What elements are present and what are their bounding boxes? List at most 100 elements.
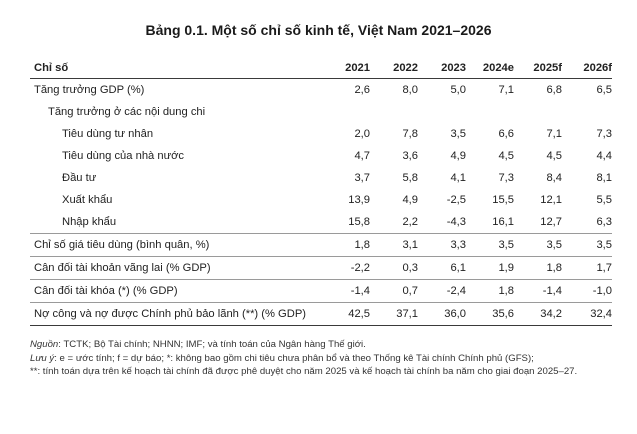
table-row: Chỉ số giá tiêu dùng (bình quân, %) 1,8 3,…	[30, 233, 612, 257]
cell-value: 5,5	[596, 194, 612, 206]
cell-value: 15,5	[492, 194, 514, 206]
cell-value: 0,7	[402, 285, 418, 297]
cell-value: 3,3	[450, 239, 466, 251]
note-text: : e = ước tính; f = dự báo; *: không bao…	[54, 352, 534, 364]
legend-note-2: **: tính toán dựa trên kế hoạch tài chín…	[30, 366, 578, 378]
economic-indicators-table: Chỉ số 2021 2022 2023 2024e 2025f 2026f …	[30, 58, 612, 326]
cell-value: 3,1	[402, 239, 418, 251]
cell-value	[418, 101, 466, 123]
table-row: Tăng trưởng ở các nội dung chi	[30, 101, 612, 123]
cell-value	[514, 101, 562, 123]
cell-value: 1,9	[498, 262, 514, 274]
table-row: Đầu tư 3,7 5,8 4,1 7,3 8,4 8,1	[30, 167, 612, 189]
row-label: Tăng trưởng ở các nội dung chi	[48, 106, 206, 118]
row-label: Tiêu dùng tư nhân	[62, 128, 154, 140]
row-label: Cân đối tài khoản vãng lai (% GDP)	[34, 262, 211, 274]
cell-value: 4,1	[450, 172, 466, 184]
table-row: Tiêu dùng của nhà nước 4,7 3,6 4,9 4,5 4,5 4,4	[30, 145, 612, 167]
row-label: Tiêu dùng của nhà nước	[62, 150, 185, 162]
cell-value: 8,0	[402, 84, 418, 96]
cell-value: 16,1	[492, 216, 514, 228]
cell-value: 5,0	[450, 84, 466, 96]
cell-value: 32,4	[590, 308, 612, 320]
legend-note: Lưu ý: e = ước tính; f = dự báo; *: khôn…	[30, 352, 615, 366]
row-label: Tăng trưởng GDP (%)	[34, 84, 145, 96]
row-label: Chỉ số giá tiêu dùng (bình quân, %)	[34, 239, 210, 251]
table-row: Cân đối tài khóa (*) (% GDP) -1,4 0,7 -2,4 1…	[30, 279, 612, 303]
table-row: Tiêu dùng tư nhân 2,0 7,8 3,5 6,6 7,1 7,3	[30, 123, 612, 145]
header-indicator: Chỉ số	[34, 62, 69, 74]
cell-value: 37,1	[396, 308, 418, 320]
cell-value	[370, 101, 418, 123]
cell-value: 6,1	[450, 262, 466, 274]
cell-value: 7,1	[546, 128, 562, 140]
table-row: Nợ công và nợ được Chính phủ bảo lãnh (*…	[30, 302, 612, 326]
cell-value: 6,3	[596, 216, 612, 228]
cell-value: -1,4	[350, 285, 370, 297]
table-row: Nhập khẩu 15,8 2,2 -4,3 16,1 12,7 6,3	[30, 211, 612, 234]
cell-value: -1,4	[542, 285, 562, 297]
cell-value: 2,6	[354, 84, 370, 96]
cell-value: 36,0	[444, 308, 466, 320]
cell-value: 4,5	[498, 150, 514, 162]
row-label: Nhập khẩu	[62, 216, 117, 228]
cell-value: 0,3	[402, 262, 418, 274]
cell-value	[322, 101, 370, 123]
table-row: Xuất khẩu 13,9 4,9 -2,5 15,5 12,1 5,5	[30, 189, 612, 211]
cell-value: 35,6	[492, 308, 514, 320]
footnotes: Nguồn: TCTK; Bộ Tài chính; NHNN; IMF; và…	[30, 338, 615, 379]
source-text: : TCTK; Bộ Tài chính; NHNN; IMF; và tính…	[58, 339, 366, 350]
cell-value: 1,7	[596, 262, 612, 274]
cell-value: 4,4	[596, 150, 612, 162]
cell-value: 12,1	[540, 194, 562, 206]
cell-value: 15,8	[348, 216, 370, 228]
row-label: Nợ công và nợ được Chính phủ bảo lãnh (*…	[34, 308, 307, 320]
note-label: Lưu ý	[30, 352, 55, 364]
cell-value: 7,3	[498, 172, 514, 184]
cell-value: 3,6	[402, 150, 418, 162]
cell-value: 13,9	[348, 194, 370, 206]
source-label: Nguồn	[30, 339, 59, 350]
cell-value: -2,4	[446, 285, 466, 297]
header-row: Chỉ số 2021 2022 2023 2024e 2025f 2026f	[30, 58, 612, 79]
table-title: Bảng 0.1. Một số chỉ số kinh tế, Việt Na…	[145, 22, 492, 38]
cell-value: -4,3	[446, 216, 466, 228]
row-label: Đầu tư	[62, 172, 97, 184]
header-2023: 2023	[441, 62, 466, 74]
cell-value: 6,8	[546, 84, 562, 96]
cell-value: 4,9	[450, 150, 466, 162]
table-row: Cân đối tài khoản vãng lai (% GDP) -2,2 0,…	[30, 256, 612, 280]
header-2022: 2022	[393, 62, 418, 74]
source-note: Nguồn: TCTK; Bộ Tài chính; NHNN; IMF; và…	[30, 338, 615, 352]
cell-value: 2,0	[354, 128, 370, 140]
cell-value: 3,5	[498, 239, 514, 251]
cell-value: 1,8	[354, 239, 370, 251]
cell-value: 3,5	[546, 239, 562, 251]
cell-value: 3,7	[354, 172, 370, 184]
cell-value	[466, 101, 514, 123]
cell-value: 4,7	[354, 150, 370, 162]
table-row: Tăng trưởng GDP (%) 2,6 8,0 5,0 7,1 6,8 6,5	[30, 79, 612, 102]
cell-value: 6,5	[596, 84, 612, 96]
cell-value: -2,2	[350, 262, 370, 274]
header-2026f: 2026f	[583, 62, 612, 74]
cell-value: 12,7	[540, 216, 562, 228]
cell-value: 5,8	[402, 172, 418, 184]
cell-value: 3,5	[596, 239, 612, 251]
row-label: Xuất khẩu	[62, 194, 113, 206]
cell-value: 7,8	[402, 128, 418, 140]
cell-value: -2,5	[446, 194, 466, 206]
row-label: Cân đối tài khóa (*) (% GDP)	[34, 285, 178, 297]
cell-value: 6,6	[498, 128, 514, 140]
cell-value: 4,5	[546, 150, 562, 162]
header-2025f: 2025f	[533, 62, 562, 74]
cell-value: 4,9	[402, 194, 418, 206]
cell-value: 8,4	[546, 172, 562, 184]
cell-value: 8,1	[596, 172, 612, 184]
cell-value: 34,2	[540, 308, 562, 320]
header-2024e: 2024e	[482, 62, 514, 74]
cell-value: 2,2	[402, 216, 418, 228]
cell-value: 7,1	[498, 84, 514, 96]
cell-value: -1,0	[592, 285, 612, 297]
cell-value: 42,5	[348, 308, 370, 320]
